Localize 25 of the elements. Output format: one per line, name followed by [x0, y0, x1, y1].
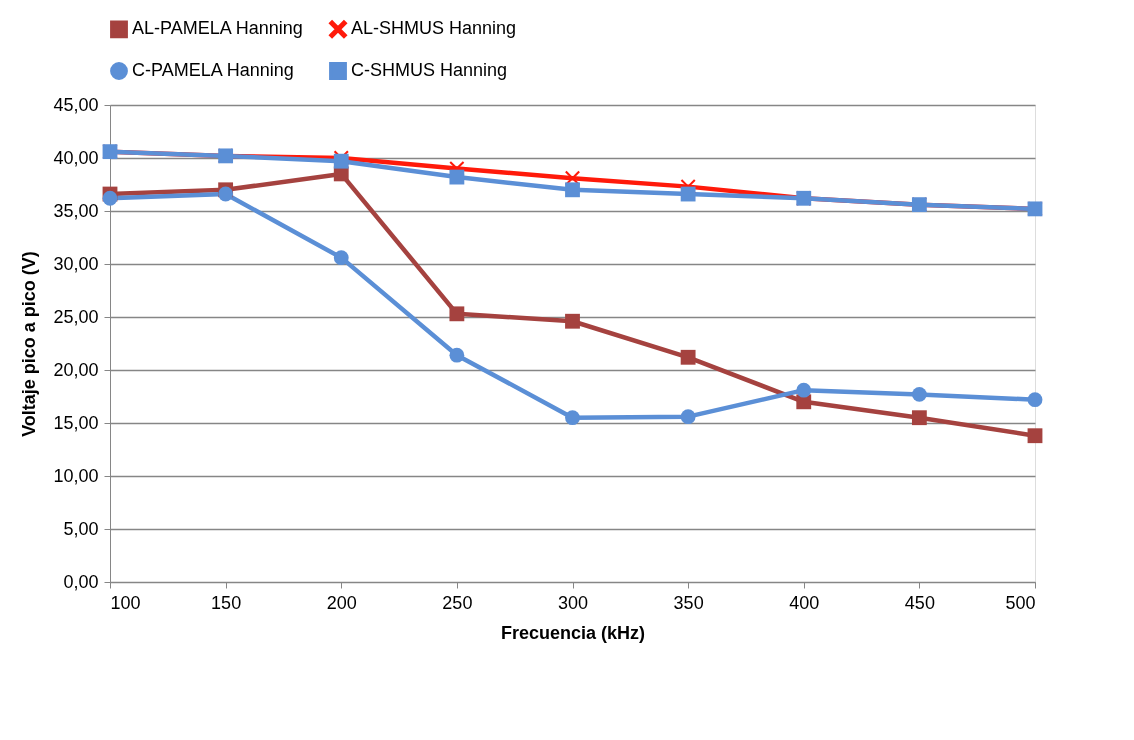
y-tick-label: 5,00: [63, 518, 99, 539]
y-tick-label: 15,00: [53, 412, 99, 433]
legend-label: C-PAMELA Hanning: [132, 60, 294, 80]
x-axis-title: Frecuencia (kHz): [500, 622, 646, 643]
x-tick-label: 250: [442, 592, 473, 613]
y-tick-label: 35,00: [53, 200, 99, 221]
x-tick-label: 350: [673, 592, 704, 613]
legend-label: C-SHMUS Hanning: [351, 60, 508, 80]
x-tick-label: 200: [326, 592, 357, 613]
y-tick-label: 40,00: [53, 147, 99, 168]
x-tick-label: 300: [557, 592, 589, 613]
y-axis-title: Voltaje pico a pico (V): [19, 251, 40, 437]
x-tick-label: 500: [1005, 592, 1036, 613]
y-tick-label: 0,00: [63, 571, 99, 592]
x-tick-label: 400: [789, 592, 820, 613]
x-tick-label: 100: [110, 592, 141, 613]
y-tick-label: 20,00: [53, 359, 99, 380]
x-tick-label: 450: [904, 592, 935, 613]
x-tick-label: 150: [211, 592, 242, 613]
legend-label: AL-SHMUS Hanning: [351, 18, 517, 39]
y-tick-label: 45,00: [53, 94, 99, 115]
legend-label: AL-PAMELA Hanning: [132, 18, 303, 39]
y-tick-label: 30,00: [53, 253, 99, 274]
y-tick-label: 10,00: [53, 465, 99, 486]
y-tick-label: 25,00: [53, 306, 99, 327]
